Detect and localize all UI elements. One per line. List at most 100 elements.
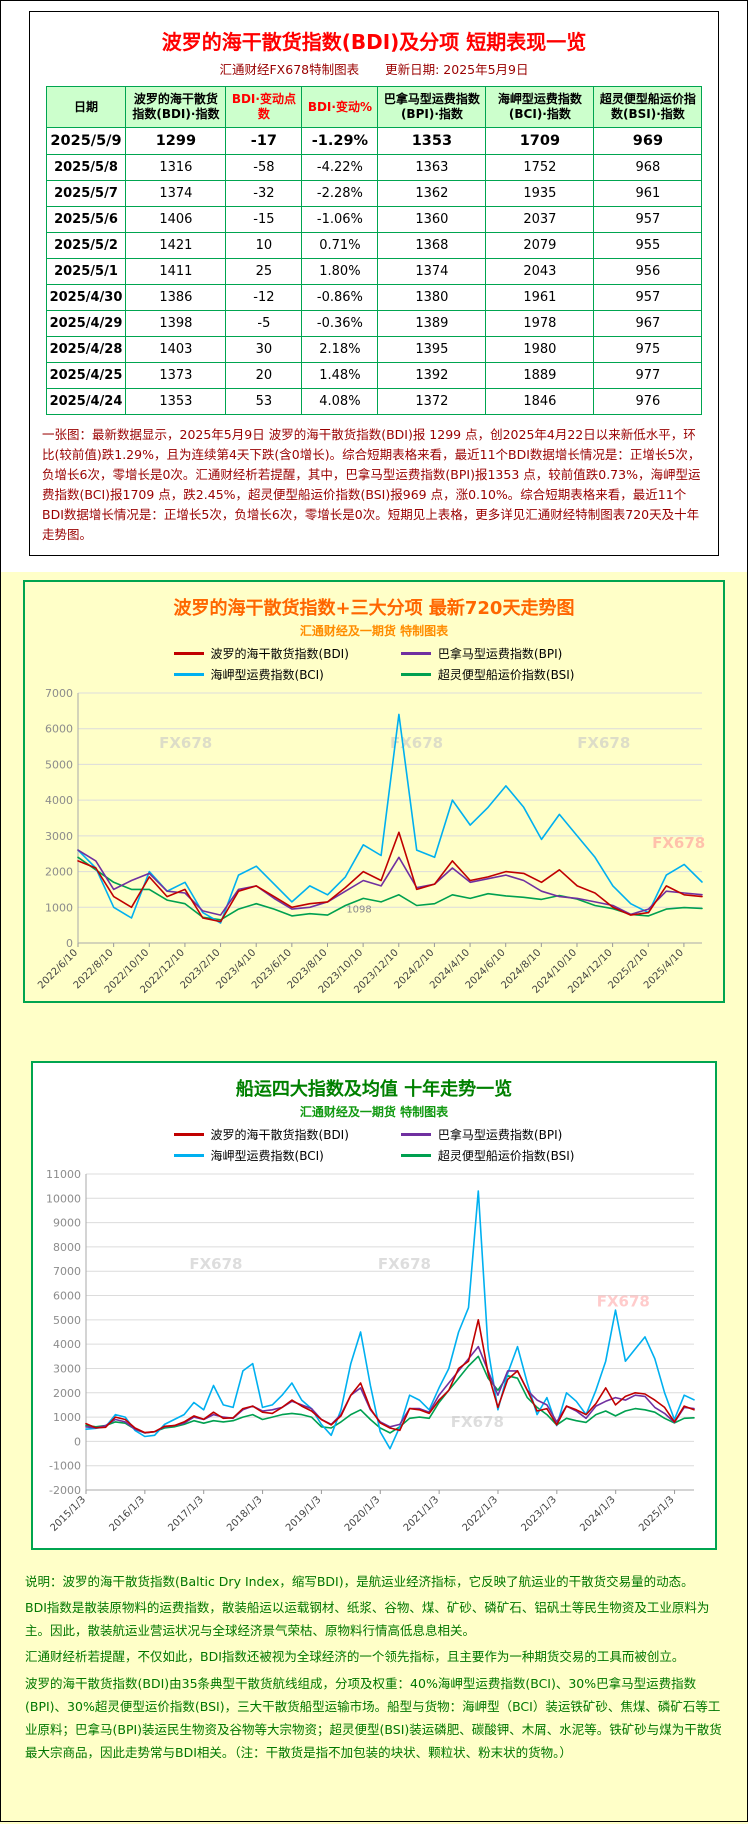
svg-text:FX678: FX678 bbox=[390, 734, 443, 752]
svg-text:1098: 1098 bbox=[346, 905, 371, 916]
svg-text:FX678: FX678 bbox=[159, 734, 212, 752]
value-cell: -15 bbox=[225, 206, 303, 233]
table-row: 2025/4/25 1373 20 1.48% 1392 1889 977 bbox=[45, 362, 703, 389]
chart-10y-legend: 波罗的海干散货指数(BDI) 巴拿马型运费指数(BPI) 海岬型运费指数(BCI) 超… bbox=[37, 1126, 711, 1164]
svg-text:7000: 7000 bbox=[53, 1265, 81, 1278]
value-cell: 1395 bbox=[377, 336, 487, 363]
value-cell: 25 bbox=[225, 258, 303, 285]
value-cell: 976 bbox=[593, 388, 703, 415]
svg-text:9000: 9000 bbox=[53, 1217, 81, 1230]
svg-text:2025/1/3: 2025/1/3 bbox=[637, 1494, 677, 1534]
value-cell: 1389 bbox=[377, 310, 487, 337]
value-cell: -2.28% bbox=[301, 180, 379, 207]
column-header: 巴拿马型运费指数(BPI)·指数 bbox=[377, 86, 487, 128]
report-subtitle: 汇通财经FX678特制图表 更新日期: 2025年5月9日 bbox=[38, 59, 710, 78]
svg-text:6000: 6000 bbox=[45, 723, 73, 736]
value-cell: -0.86% bbox=[301, 284, 379, 311]
value-cell: -12 bbox=[225, 284, 303, 311]
legend-item: 海岬型运费指数(BCI) bbox=[173, 666, 349, 683]
value-cell: 30 bbox=[225, 336, 303, 363]
value-cell: 957 bbox=[593, 284, 703, 311]
bdi-table-head-row: 日期 波罗的海干散货指数(BDI)·指数 BDI·变动点数 BDI·变动% 巴拿马型运费… bbox=[45, 86, 703, 128]
bdi-table: 日期 波罗的海干散货指数(BDI)·指数 BDI·变动点数 BDI·变动% 巴拿马型运费… bbox=[45, 86, 703, 415]
column-header: 日期 bbox=[45, 86, 127, 128]
chart-720-legend: 波罗的海干散货指数(BDI) 巴拿马型运费指数(BPI) 海岬型运费指数(BCI) 超… bbox=[29, 645, 719, 683]
value-cell: 1360 bbox=[377, 206, 487, 233]
value-cell: 1846 bbox=[485, 388, 595, 415]
svg-text:4000: 4000 bbox=[45, 794, 73, 807]
value-cell: 1392 bbox=[377, 362, 487, 389]
legend-line-swatch bbox=[173, 652, 204, 655]
value-cell: 1935 bbox=[485, 180, 595, 207]
value-cell: -58 bbox=[225, 154, 303, 181]
column-header: 海岬型运费指数(BCI)·指数 bbox=[485, 86, 595, 128]
value-cell: 956 bbox=[593, 258, 703, 285]
value-cell: 1363 bbox=[377, 154, 487, 181]
svg-text:2015/1/3: 2015/1/3 bbox=[49, 1494, 89, 1534]
table-row: 2025/4/29 1398 -5 -0.36% 1389 1978 967 bbox=[45, 310, 703, 337]
legend-line-swatch bbox=[173, 1133, 204, 1136]
notes-section: 说明：波罗的海干散货指数(Baltic Dry Index，缩写BDI)，是航运… bbox=[1, 1550, 747, 1781]
svg-text:FX678: FX678 bbox=[378, 1255, 431, 1273]
date-cell: 2025/5/1 bbox=[45, 258, 127, 285]
date-cell: 2025/5/9 bbox=[45, 127, 127, 155]
svg-text:FX678: FX678 bbox=[577, 734, 630, 752]
value-cell: 1398 bbox=[125, 310, 227, 337]
svg-text:7000: 7000 bbox=[45, 687, 73, 700]
date-cell: 2025/5/6 bbox=[45, 206, 127, 233]
legend-label: 波罗的海干散货指数(BDI) bbox=[210, 1128, 349, 1142]
value-cell: 2079 bbox=[485, 232, 595, 259]
legend-line-swatch bbox=[400, 673, 431, 676]
svg-text:2000: 2000 bbox=[53, 1387, 81, 1400]
chart-10y-subtitle: 汇通财经及一期货 特制图表 bbox=[299, 1105, 449, 1119]
value-cell: -5 bbox=[225, 310, 303, 337]
date-cell: 2025/4/30 bbox=[45, 284, 127, 311]
value-cell: -32 bbox=[225, 180, 303, 207]
value-cell: 1353 bbox=[125, 388, 227, 415]
value-cell: 975 bbox=[593, 336, 703, 363]
legend-label: 波罗的海干散货指数(BDI) bbox=[210, 647, 349, 661]
value-cell: 1386 bbox=[125, 284, 227, 311]
legend-label: 巴拿马型运费指数(BPI) bbox=[437, 647, 563, 661]
svg-text:FX678: FX678 bbox=[189, 1255, 242, 1273]
date-cell: 2025/5/7 bbox=[45, 180, 127, 207]
value-cell: -4.22% bbox=[301, 154, 379, 181]
value-cell: 1980 bbox=[485, 336, 595, 363]
value-cell: 1978 bbox=[485, 310, 595, 337]
legend-line-swatch bbox=[400, 652, 431, 655]
svg-text:2019/1/3: 2019/1/3 bbox=[284, 1494, 324, 1534]
date-cell: 2025/4/24 bbox=[45, 388, 127, 415]
value-cell: 2043 bbox=[485, 258, 595, 285]
svg-text:0: 0 bbox=[66, 937, 73, 950]
svg-text:3000: 3000 bbox=[45, 830, 73, 843]
value-cell: 1372 bbox=[377, 388, 487, 415]
legend-label: 海岬型运费指数(BCI) bbox=[210, 1149, 324, 1163]
value-cell: -17 bbox=[225, 127, 303, 155]
legend-item: 波罗的海干散货指数(BDI) bbox=[173, 645, 349, 662]
legend-item: 波罗的海干散货指数(BDI) bbox=[173, 1126, 349, 1143]
bdi-table-body: 2025/5/9 1299 -17 -1.29% 1353 1709 969 2025/5/8… bbox=[45, 127, 703, 415]
svg-text:2021/1/3: 2021/1/3 bbox=[402, 1494, 442, 1534]
legend-item: 超灵便型船运价指数(BSI) bbox=[400, 666, 574, 683]
table-row: 2025/5/9 1299 -17 -1.29% 1353 1709 969 bbox=[45, 127, 703, 155]
column-header: 超灵便型船运价指数(BSI)·指数 bbox=[593, 86, 703, 128]
value-cell: 1299 bbox=[125, 127, 227, 155]
value-cell: 1709 bbox=[485, 127, 595, 155]
table-row: 2025/5/8 1316 -58 -4.22% 1363 1752 968 bbox=[45, 154, 703, 181]
chart-10y-section: 船运四大指数及均值 十年走势一览 汇通财经及一期货 特制图表 波罗的海干散货指数… bbox=[31, 1061, 717, 1550]
value-cell: -1.06% bbox=[301, 206, 379, 233]
svg-text:2020/1/3: 2020/1/3 bbox=[343, 1494, 383, 1534]
svg-text:5000: 5000 bbox=[45, 758, 73, 771]
svg-text:4000: 4000 bbox=[53, 1338, 81, 1351]
value-cell: -1.29% bbox=[301, 127, 379, 155]
legend-line-swatch bbox=[400, 1154, 431, 1157]
value-cell: 1316 bbox=[125, 154, 227, 181]
svg-text:11000: 11000 bbox=[46, 1168, 81, 1181]
report-section: 波罗的海干散货指数(BDI)及分项 短期表现一览 汇通财经FX678特制图表 更新… bbox=[1, 1, 747, 572]
value-cell: 977 bbox=[593, 362, 703, 389]
value-cell: 1368 bbox=[377, 232, 487, 259]
table-row: 2025/4/30 1386 -12 -0.86% 1380 1961 957 bbox=[45, 284, 703, 311]
value-cell: 1411 bbox=[125, 258, 227, 285]
value-cell: 1961 bbox=[485, 284, 595, 311]
date-cell: 2025/4/29 bbox=[45, 310, 127, 337]
